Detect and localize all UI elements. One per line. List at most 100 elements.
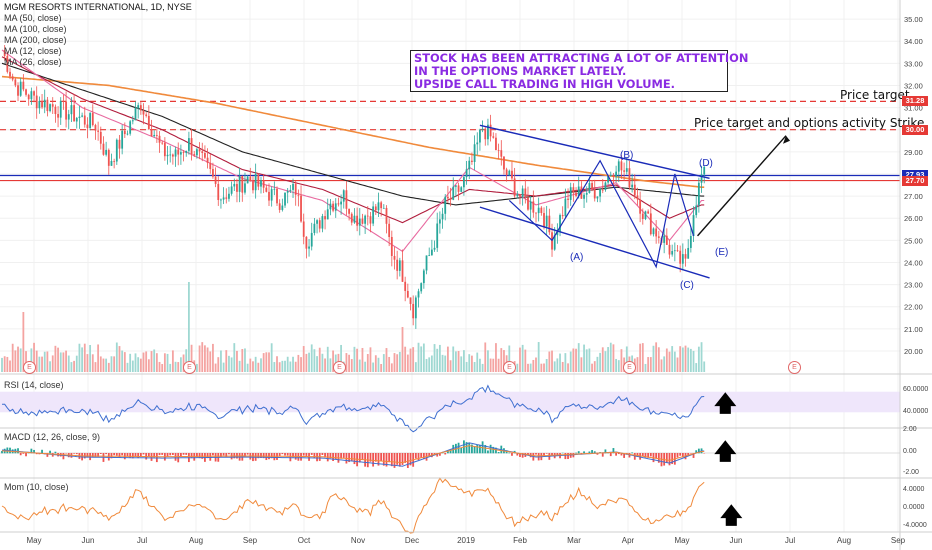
candle-body — [511, 170, 513, 179]
macd-histogram-bar — [153, 453, 156, 458]
volume-bar — [350, 359, 353, 372]
volume-bar — [169, 363, 172, 372]
macd-histogram-bar — [438, 453, 441, 456]
macd-histogram-bar — [697, 448, 700, 454]
volume-bar — [481, 363, 484, 372]
volume-bar — [67, 355, 70, 372]
volume-bar — [289, 361, 292, 372]
macd-histogram-bar — [41, 449, 43, 454]
candle-body — [75, 118, 78, 122]
earnings-marker[interactable]: E — [333, 361, 346, 374]
volume-bar — [521, 344, 524, 372]
volume-bar — [556, 358, 559, 372]
volume-bar — [185, 349, 188, 372]
earnings-marker[interactable]: E — [503, 361, 516, 374]
candle-body — [54, 106, 57, 115]
candle-body — [345, 190, 348, 209]
legend-ma12: MA (12, close) — [4, 46, 62, 56]
volume-bar — [697, 346, 700, 372]
candle-body — [65, 101, 67, 120]
candle-body — [492, 136, 495, 138]
volume-bar — [179, 357, 182, 372]
macd-histogram-bar — [220, 453, 222, 458]
price-tick-label: 23.00 — [904, 281, 923, 290]
legend-ma26: MA (26, close) — [4, 57, 62, 67]
candle-body — [697, 182, 700, 206]
rsi-band — [0, 391, 900, 413]
volume-bar — [89, 344, 92, 372]
candle-body — [30, 91, 33, 100]
volume-bar — [59, 352, 62, 372]
macd-histogram-bar — [358, 453, 361, 463]
volume-bar — [14, 350, 17, 372]
candle-body — [62, 101, 65, 102]
price-tag: 27.70 — [902, 175, 928, 186]
volume-bar — [396, 354, 399, 372]
channel-lines — [479, 124, 710, 279]
candle-body — [126, 133, 129, 135]
candle-body — [286, 191, 289, 193]
volume-bar — [137, 357, 140, 372]
candle-body — [43, 99, 46, 108]
candle-body — [540, 207, 543, 214]
candle-body — [209, 162, 212, 170]
candle-body — [564, 198, 567, 217]
macd-histogram-bar — [113, 453, 116, 456]
macd-histogram-bar — [169, 453, 172, 456]
candle-body — [617, 161, 620, 172]
candle-body — [94, 125, 97, 131]
candle-body — [428, 255, 431, 257]
candle-body — [380, 202, 383, 209]
volume-bar — [609, 342, 612, 372]
macd-histogram-bar — [476, 444, 479, 454]
legend-ma200: MA (200, close) — [4, 35, 67, 45]
candle-body — [463, 177, 465, 188]
earnings-marker[interactable]: E — [623, 361, 636, 374]
macd-histogram-bar — [665, 453, 668, 463]
candle-body — [337, 203, 340, 205]
price-target-strike-label: Price target and options activity Strike — [694, 116, 925, 130]
macd-histogram-bar — [110, 453, 113, 459]
volume-bar — [596, 356, 599, 372]
candle-body — [607, 175, 609, 183]
candle-body — [548, 215, 551, 233]
candle-body — [500, 150, 503, 157]
volume-bar — [409, 348, 412, 372]
volume-bar — [428, 357, 431, 372]
macd-histogram-bar — [620, 453, 623, 456]
volume-bar — [537, 342, 540, 372]
volume-bar — [564, 353, 567, 372]
earnings-marker[interactable]: E — [23, 361, 36, 374]
ma12-line — [1, 49, 705, 253]
volume-bar — [99, 356, 102, 372]
volume-bar — [126, 362, 129, 372]
candle-body — [372, 206, 375, 224]
volume-bar — [588, 348, 591, 372]
volume-bar — [673, 351, 676, 372]
candle-body — [575, 192, 577, 196]
candle-body — [281, 205, 284, 210]
candle-body — [604, 182, 607, 190]
volume-bar — [433, 344, 436, 372]
volume-bar — [681, 347, 684, 372]
candle-body — [35, 95, 38, 109]
volume-bar — [86, 354, 89, 372]
rsi-pane-label: RSI (14, close) — [4, 380, 64, 390]
macd-histogram-bar — [519, 453, 521, 457]
earnings-marker[interactable]: E — [183, 361, 196, 374]
candle-body — [273, 188, 276, 190]
candle-body — [374, 206, 377, 211]
volume-bar — [657, 347, 660, 372]
candle-body — [14, 79, 17, 86]
volume-bar — [340, 344, 342, 372]
candle-body — [599, 189, 601, 197]
macd-histogram-bar — [409, 453, 412, 466]
volume-bar — [97, 344, 100, 372]
volume-bar — [425, 358, 428, 372]
candle-body — [297, 194, 300, 196]
volume-bar — [436, 348, 439, 372]
volume-bar — [535, 357, 537, 372]
earnings-marker[interactable]: E — [788, 361, 801, 374]
candle-body — [356, 215, 359, 226]
macd-histogram-bar — [511, 453, 513, 456]
